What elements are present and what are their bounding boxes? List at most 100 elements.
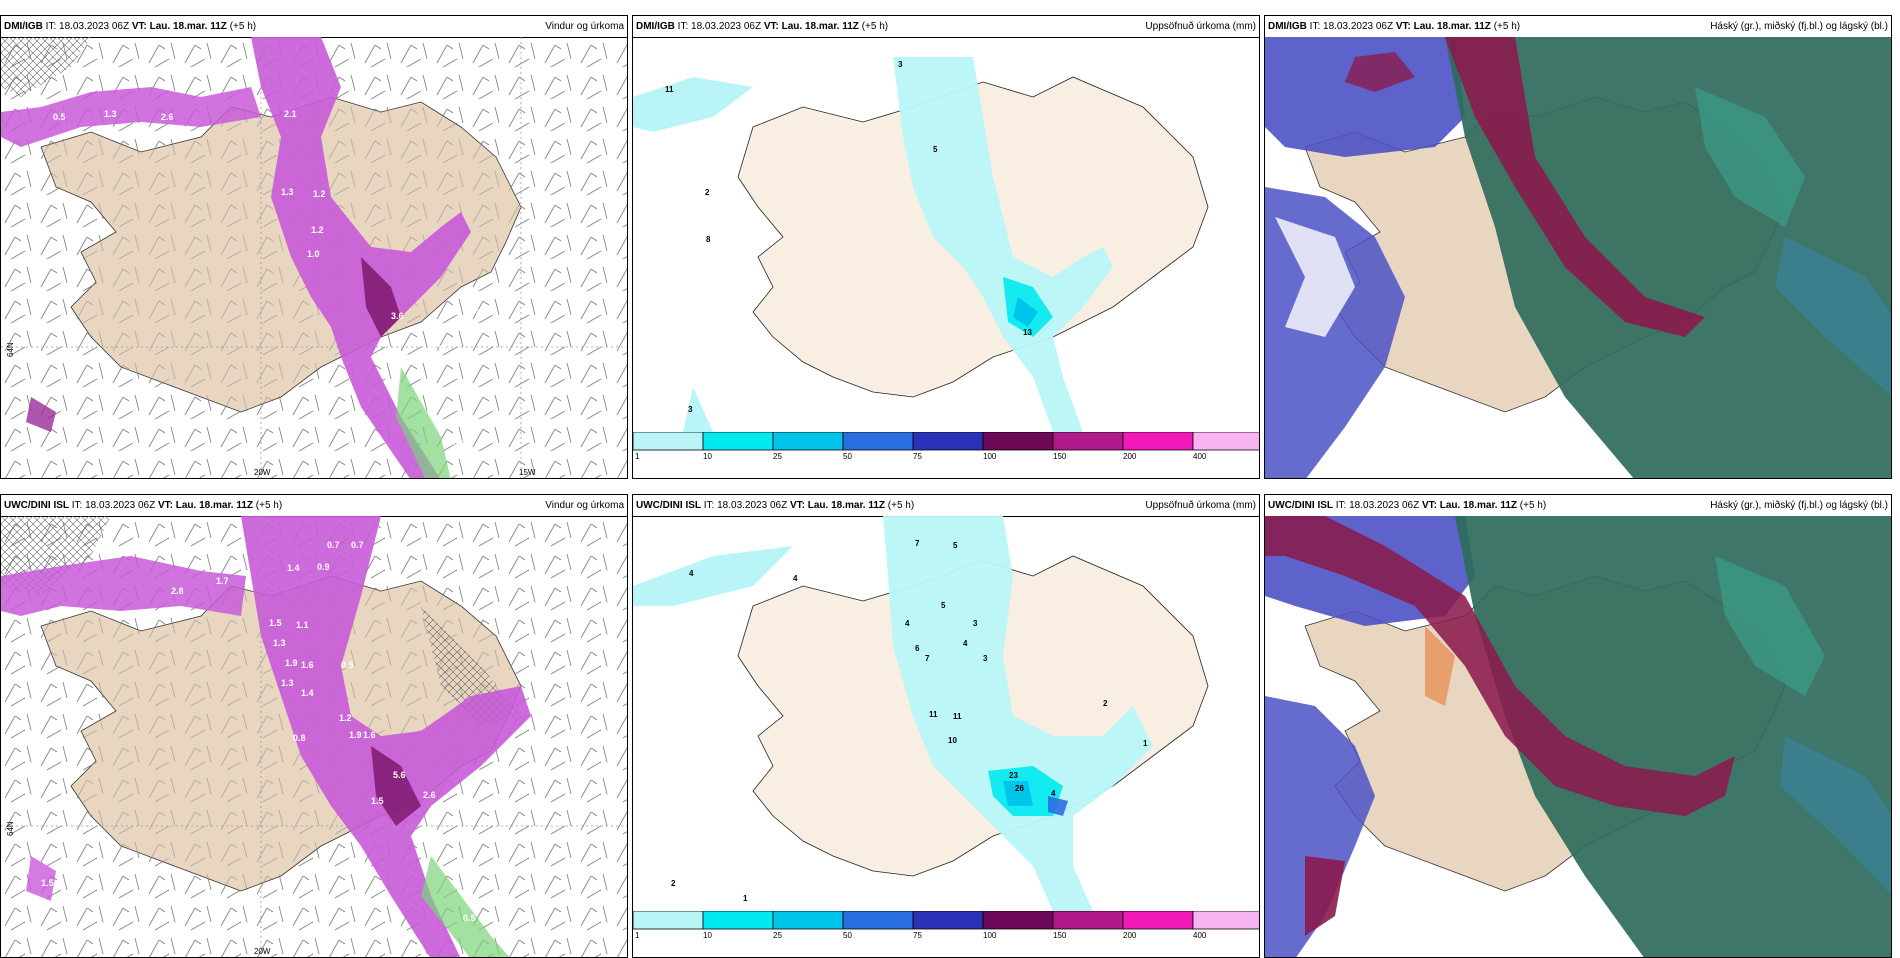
panel-uwc-accum-precip: UWC/DINI ISL IT: 18.03.2023 06Z VT: Lau.… [632,494,1260,958]
wind-label: 0.5 [453,439,466,449]
colorbar-swatch [842,911,914,930]
colorbar-tick: 50 [843,931,852,940]
colorbar-swatch [1192,432,1259,451]
wind-label: 5.7 [467,308,480,318]
precip-label: 26 [1015,784,1024,793]
colorbar-swatch [702,911,774,930]
colorbar-tick: 150 [1053,452,1067,461]
wind-label: 1.9 [349,730,362,740]
panel-header: UWC/DINI ISL IT: 18.03.2023 06Z VT: Lau.… [1,495,627,517]
wind-label: 0.5 [341,660,354,670]
wind-label: 2.1 [177,124,190,134]
panel-title: Háský (gr.), miðský (fj.bl.) og lágský (… [1710,500,1888,511]
lat-label: 64N [6,821,15,836]
precip-label: 4 [963,639,968,648]
panel-dmi-clouds: DMI/IGB IT: 18.03.2023 06Z VT: Lau. 18.m… [1264,15,1892,479]
precip-label: 2 [671,879,676,888]
wind-label: 1.3 [104,109,117,119]
colorbar-swatch [1122,911,1194,930]
lat-label: 64N [6,342,15,357]
wind-label: 1.7 [216,576,229,586]
wind-label: 0.8 [293,733,306,743]
precip-label: 13 [1023,328,1032,337]
accum-precip-map: 11 3 5 2 8 13 3 [633,57,1209,432]
precip-label: 10 [948,736,957,745]
precip-label: 23 [1009,771,1018,780]
wind-label: 0.5 [463,913,476,923]
wind-label: 2.6 [161,112,174,122]
precip-label: 7 [915,539,920,548]
colorbar-tick: 400 [1193,452,1207,461]
panel-uwc-clouds: UWC/DINI ISL IT: 18.03.2023 06Z VT: Lau.… [1264,494,1892,958]
precip-label: 7 [925,654,930,663]
wind-label: 1.0 [307,249,320,259]
colorbar-tick: 200 [1123,452,1137,461]
lon-label: 15W [519,468,536,477]
panel-header: DMI/IGB IT: 18.03.2023 06Z VT: Lau. 18.m… [1,16,627,38]
colorbar-swatch [633,911,704,930]
colorbar-swatch [1192,911,1259,930]
panel-header: UWC/DINI ISL IT: 18.03.2023 06Z VT: Lau.… [1265,495,1891,517]
precip-label: 1 [1143,739,1148,748]
colorbar-swatch [772,432,844,451]
wind-label: 2.8 [171,586,184,596]
wind-label: 1.5 [41,878,54,888]
mid-cloud [1445,37,1705,337]
wind-label: 1.6 [363,730,376,740]
wind-label: 0.7 [351,540,364,550]
mid-cloud [1265,516,1735,816]
colorbar-tick: 1 [635,931,640,940]
colorbar-tick: 100 [983,931,997,940]
colorbar-tick: 100 [983,452,997,461]
wind-label: 1.2 [339,713,352,723]
low-cloud [1265,37,1465,157]
wind-label: 1.4 [287,563,300,573]
wind-label: 5.6 [393,770,406,780]
wind-precip-map: 20W 15W 64N 0.5 1.3 2.6 2.1 2.1 1.3 1.2 … [1,37,627,478]
colorbar-tick: 50 [843,452,852,461]
panel-header: UWC/DINI ISL IT: 18.03.2023 06Z VT: Lau.… [633,495,1259,517]
colorbar-tick: 75 [913,931,922,940]
wind-precip-map: 20W 64N 2.8 0.7 0.7 1.4 1.7 0.9 1.5 1.3 … [1,516,627,957]
colorbar-swatch [1122,432,1194,451]
precip-label: 6 [915,644,920,653]
precip-band [241,516,531,957]
lon-label: 20W [254,947,271,956]
colorbar-swatch [912,911,984,930]
precip-band [251,37,471,478]
precip-label: 3 [973,619,978,628]
wind-label: 1.9 [285,658,298,668]
colorbar-swatch [772,911,844,930]
wind-label: 1.4 [301,688,314,698]
wind-label: 1.1 [296,620,309,630]
precip-label: 2 [1103,699,1108,708]
precip-label: 4 [689,569,694,578]
accum-precip-map: 4 7 5 4 5 4 3 4 6 7 3 11 11 10 23 26 4 2… [633,516,1209,911]
panel-dmi-wind-precip: DMI/IGB IT: 18.03.2023 06Z VT: Lau. 18.m… [0,15,628,479]
panel-dmi-accum-precip: DMI/IGB IT: 18.03.2023 06Z VT: Lau. 18.m… [632,15,1260,479]
wind-label: 2.1 [284,109,297,119]
colorbar-tick: 75 [913,452,922,461]
precip-label: 11 [665,85,674,94]
precip-label: 5 [933,145,938,154]
wind-label: 2.3 [431,344,444,354]
precip-label: 5 [941,601,946,610]
panel-title: Háský (gr.), miðský (fj.bl.) og lágský (… [1710,21,1888,32]
precip-label: 8 [706,235,711,244]
colorbar-swatch [1052,432,1124,451]
precip-label: 5 [953,541,958,550]
colorbar-tick: 25 [773,452,782,461]
lon-label: 20W [254,468,271,477]
colorbar-swatch [702,432,774,451]
precip-label: 11 [953,712,962,721]
wind-label: 3.6 [391,311,404,321]
wind-label: 1.6 [301,660,314,670]
colorbar-tick: 1 [635,452,640,461]
panel-title: Uppsöfnuð úrkoma (mm) [1145,500,1256,511]
wind-label: 0.7 [327,540,340,550]
colorbar-tick: 10 [703,931,712,940]
colorbar-swatch [912,432,984,451]
wind-label: 1.5 [371,796,384,806]
colorbar-tick: 200 [1123,931,1137,940]
colorbar-swatch [982,911,1054,930]
